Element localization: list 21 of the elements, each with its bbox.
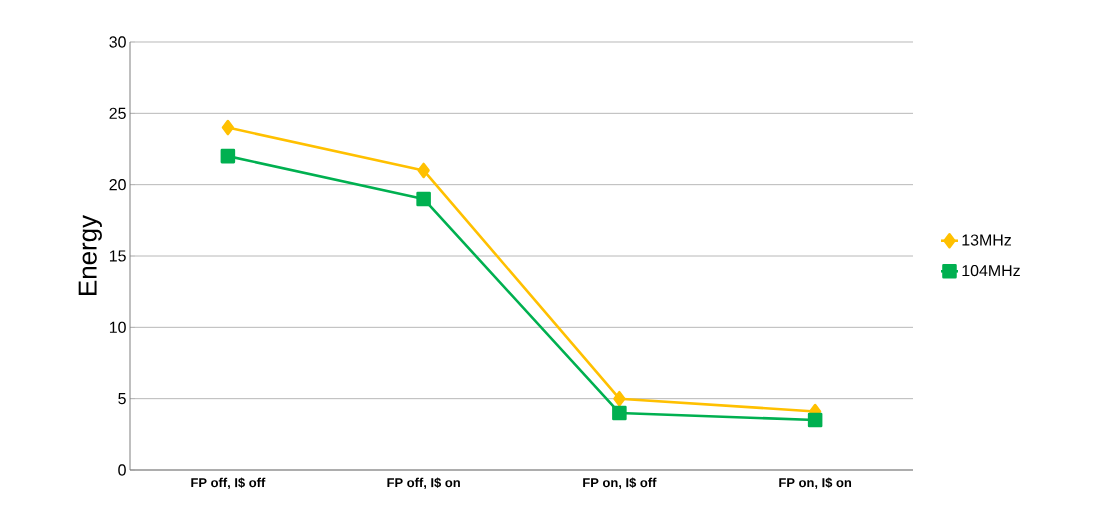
point: [612, 405, 627, 421]
y-tick-label: 5: [118, 393, 126, 405]
point: [807, 412, 823, 428]
y-tick-label: 25: [109, 107, 126, 119]
x-tick-label: FP off, I$ on: [387, 477, 460, 490]
point: [613, 390, 626, 407]
point: [220, 148, 236, 164]
point: [221, 119, 235, 136]
y-tick-label: 0: [118, 464, 126, 476]
y-axis-title: Energy: [78, 215, 102, 295]
y-tick-label: 30: [109, 36, 126, 48]
y-tick-label: 10: [109, 321, 126, 333]
legend-label: 13MHz: [962, 234, 1011, 246]
legend-label: 104MHz: [962, 264, 1020, 277]
x-tick-label: FP on, I$ on: [779, 477, 852, 490]
point: [417, 162, 430, 179]
point: [416, 191, 431, 207]
x-tick-label: FP on, I$ off: [583, 477, 657, 490]
y-tick-label: 20: [109, 179, 126, 191]
y-tick-label: 15: [109, 250, 126, 262]
x-tick-label: FP off, I$ off: [191, 477, 266, 490]
